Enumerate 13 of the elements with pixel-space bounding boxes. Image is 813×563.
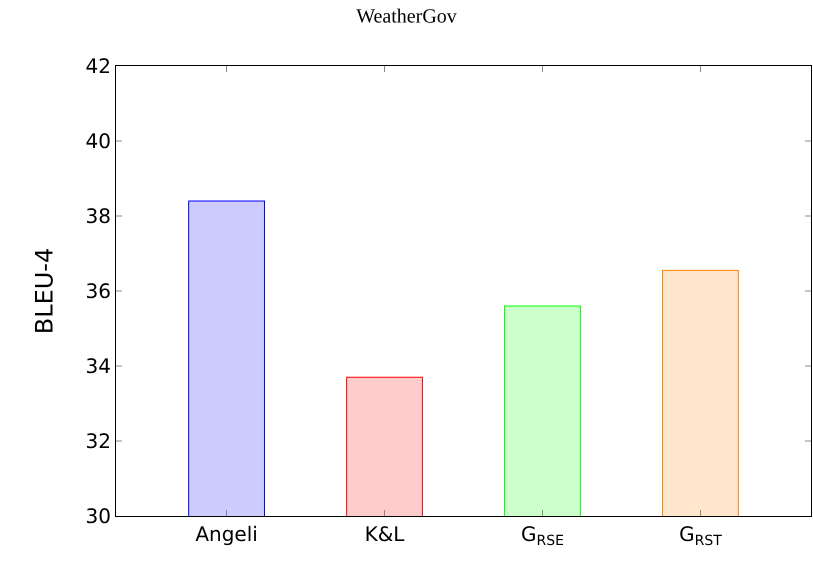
- y-tick-label: 38: [86, 204, 111, 228]
- y-tick-label: 30: [86, 504, 111, 528]
- x-tick-label: G$_{RSE}$: [520, 522, 564, 550]
- x-tick-label: K&L: [364, 522, 406, 546]
- chart-title: WeatherGov: [356, 5, 457, 28]
- x-tick-label: G$_{RST}$: [679, 522, 722, 550]
- y-axis-title: BLEU-4: [30, 248, 59, 334]
- y-tick-label: 40: [86, 129, 111, 153]
- y-tick-label: 34: [86, 354, 111, 378]
- y-tick-label: 32: [86, 429, 111, 453]
- x-tick-label: Angeli: [195, 522, 258, 546]
- y-tick-label: 36: [86, 279, 111, 303]
- y-tick-label: 42: [86, 54, 111, 78]
